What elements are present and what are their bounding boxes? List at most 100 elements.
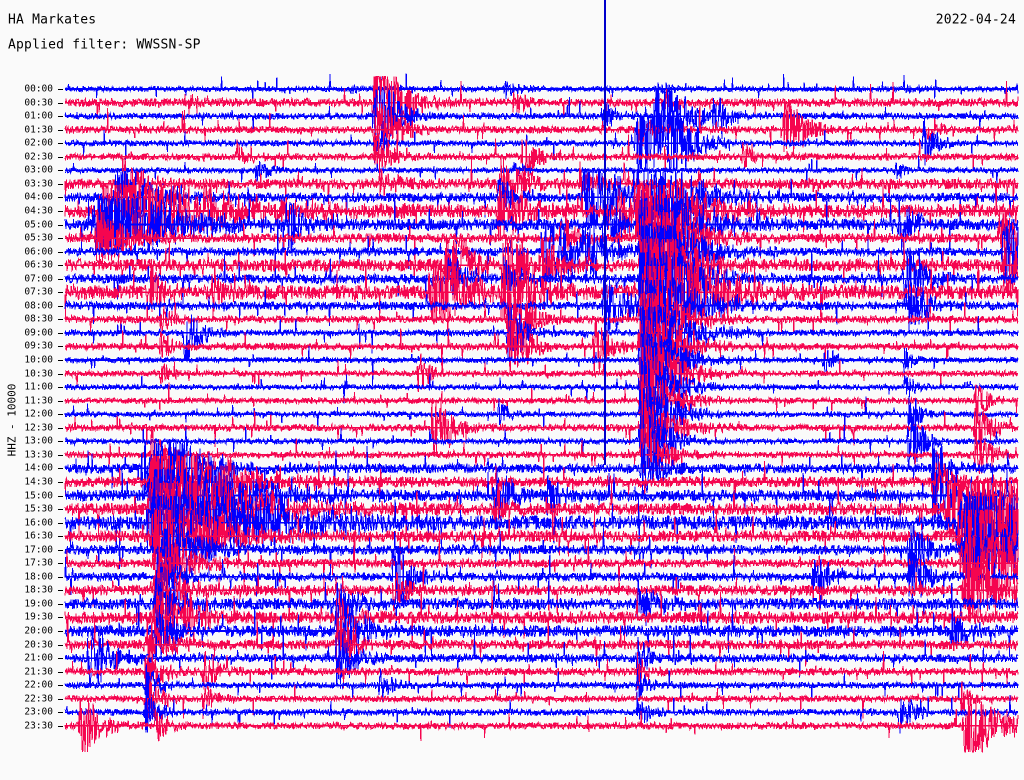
time-tick xyxy=(58,726,63,727)
seismogram-trace xyxy=(64,428,1019,481)
time-label: 13:30 xyxy=(24,449,53,461)
seismogram-trace xyxy=(64,617,1019,672)
time-label: 04:30 xyxy=(24,205,53,217)
time-tick xyxy=(58,496,63,497)
seismogram-trace xyxy=(64,238,1019,292)
time-tick xyxy=(58,509,63,510)
time-label: 23:30 xyxy=(24,720,53,732)
time-tick xyxy=(58,103,63,104)
time-label: 12:00 xyxy=(24,408,53,420)
time-label: 19:00 xyxy=(24,598,53,610)
time-label: 19:30 xyxy=(24,611,53,623)
applied-filter-label: Applied filter: WWSSN-SP xyxy=(8,37,201,53)
time-tick xyxy=(58,319,63,320)
time-tick xyxy=(58,130,63,131)
time-tick xyxy=(58,604,63,605)
time-label: 06:00 xyxy=(24,245,53,257)
time-label: 17:00 xyxy=(24,543,53,555)
time-label: 08:00 xyxy=(24,300,53,312)
time-tick xyxy=(58,617,63,618)
time-tick xyxy=(58,157,63,158)
time-label: 17:30 xyxy=(24,557,53,569)
record-date: 2022-04-24 xyxy=(935,12,1016,28)
time-label: 16:00 xyxy=(24,516,53,528)
time-label: 03:30 xyxy=(24,178,53,190)
time-axis-ticks xyxy=(58,0,65,780)
time-tick xyxy=(58,346,63,347)
time-label: 18:00 xyxy=(24,571,53,583)
time-label: 16:30 xyxy=(24,530,53,542)
time-label: 14:30 xyxy=(24,476,53,488)
time-tick xyxy=(58,441,63,442)
time-tick xyxy=(58,631,63,632)
time-label: 21:30 xyxy=(24,665,53,677)
time-tick xyxy=(58,170,63,171)
seismogram-trace xyxy=(64,441,1019,495)
seismogram-trace xyxy=(64,279,1019,333)
time-tick xyxy=(58,197,63,198)
time-axis: 00:00 00:30 01:00 01:30 02:00 02:30 03:00 03:30… xyxy=(0,0,58,780)
seismogram-trace xyxy=(64,184,1019,238)
time-tick xyxy=(58,387,63,388)
time-tick xyxy=(58,292,63,293)
time-tick xyxy=(58,699,63,700)
time-label: 22:30 xyxy=(24,693,53,704)
time-label: 10:00 xyxy=(24,354,53,366)
seismogram-trace xyxy=(64,577,1019,630)
time-tick xyxy=(58,360,63,361)
time-label: 01:30 xyxy=(24,123,53,135)
time-label: 06:30 xyxy=(24,259,53,271)
time-tick xyxy=(58,414,63,415)
seismogram-trace xyxy=(64,117,1019,170)
time-tick xyxy=(58,116,63,117)
seismogram-trace xyxy=(64,292,1019,346)
time-tick xyxy=(58,563,63,564)
time-tick xyxy=(58,143,63,144)
time-tick xyxy=(58,468,63,469)
time-tick xyxy=(58,225,63,226)
time-tick xyxy=(58,482,63,483)
time-label: 13:00 xyxy=(24,435,53,447)
time-label: 20:00 xyxy=(24,625,53,637)
station-name: HA Markates xyxy=(8,12,97,28)
time-tick xyxy=(58,428,63,429)
time-label: 00:00 xyxy=(24,83,53,95)
time-label: 11:00 xyxy=(24,381,53,393)
time-label: 05:00 xyxy=(24,218,53,230)
time-tick xyxy=(58,238,63,239)
time-tick xyxy=(58,184,63,185)
time-label: 23:00 xyxy=(24,706,53,718)
time-tick xyxy=(58,658,63,659)
time-tick xyxy=(58,306,63,307)
time-tick xyxy=(58,523,63,524)
time-label: 15:30 xyxy=(24,503,53,515)
time-label: 15:00 xyxy=(24,489,53,501)
time-label: 12:30 xyxy=(24,422,53,433)
time-tick xyxy=(58,89,63,90)
time-label: 07:30 xyxy=(24,286,53,298)
time-label: 14:00 xyxy=(24,462,53,474)
seismogram-trace xyxy=(64,509,1019,563)
time-label: 09:30 xyxy=(24,340,53,352)
time-label: 20:30 xyxy=(24,638,53,650)
time-label: 11:30 xyxy=(24,394,53,406)
time-tick xyxy=(58,685,63,686)
time-label: 22:00 xyxy=(24,679,53,691)
time-label: 18:30 xyxy=(24,584,53,596)
time-tick xyxy=(58,401,63,402)
time-tick xyxy=(58,550,63,551)
time-tick xyxy=(58,455,63,456)
time-tick xyxy=(58,374,63,375)
time-label: 00:30 xyxy=(24,96,53,108)
time-tick xyxy=(58,333,63,334)
time-label: 08:30 xyxy=(24,313,53,325)
time-tick xyxy=(58,672,63,673)
time-label: 04:00 xyxy=(24,191,53,203)
time-tick xyxy=(58,590,63,591)
time-tick xyxy=(58,645,63,646)
time-label: 02:00 xyxy=(24,137,53,149)
time-label: 05:30 xyxy=(24,232,53,244)
